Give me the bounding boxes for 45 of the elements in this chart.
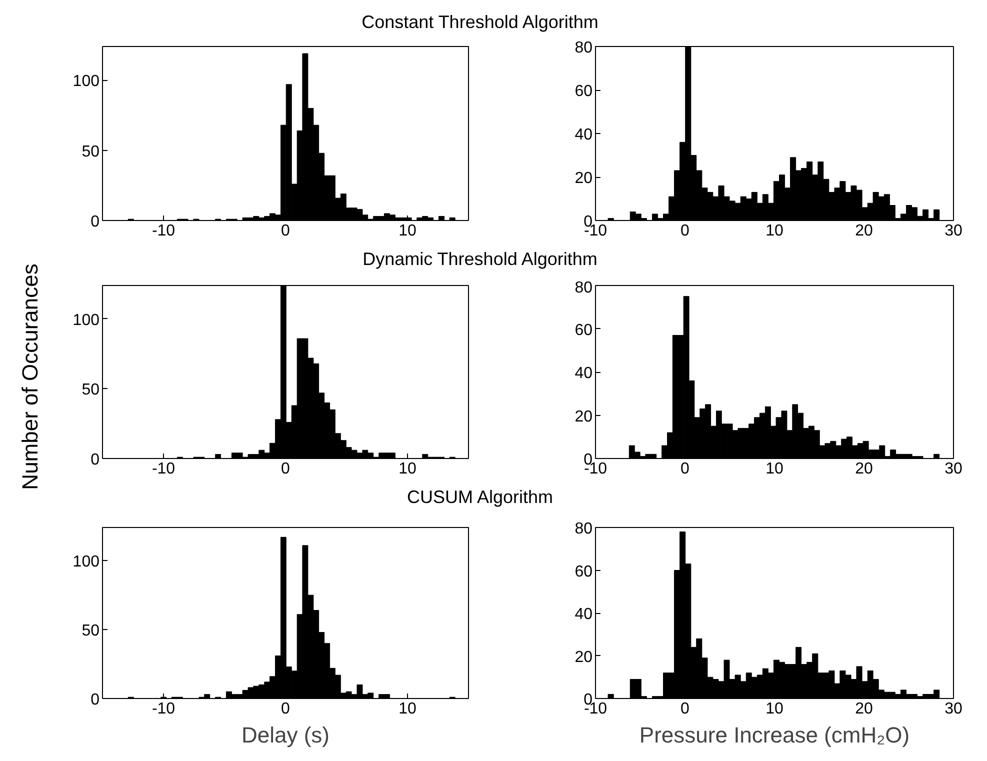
x-tick-label: 10 <box>398 460 416 478</box>
x-axis-title: Delay (s) <box>241 722 330 748</box>
y-tick-label: 20 <box>574 170 593 187</box>
x-tick-label: 0 <box>680 222 690 240</box>
x-tick-label: 0 <box>281 700 290 718</box>
y-tick-label: 60 <box>574 83 593 100</box>
y-tick-label: 40 <box>574 606 593 623</box>
y-tick-label: 100 <box>72 73 100 90</box>
x-tick-label: 30 <box>944 222 962 240</box>
x-tick-label: 30 <box>944 460 962 478</box>
x-tick-label: 20 <box>855 700 873 718</box>
x-tick-label: -10 <box>152 700 176 718</box>
y-tick-label: 60 <box>574 563 593 580</box>
y-tick-label: 50 <box>82 622 100 640</box>
x-tick-label: 10 <box>766 700 784 718</box>
chart-title: Constant Threshold Algorithm <box>362 11 598 34</box>
y-tick-label: 50 <box>82 382 100 399</box>
x-tick-label: 20 <box>855 222 873 240</box>
x-tick-label: 20 <box>855 460 873 478</box>
chart-title: CUSUM Algorithm <box>406 486 554 509</box>
y-tick-label: 80 <box>574 280 593 296</box>
x-tick-label: 10 <box>766 460 784 478</box>
x-tick-label: 10 <box>398 700 416 718</box>
y-axis-title: Number of Occurances <box>16 262 44 492</box>
y-tick-label: 40 <box>574 126 593 144</box>
x-tick-label: 10 <box>766 222 784 240</box>
x-tick-label: 0 <box>281 460 290 478</box>
y-tick-label: 40 <box>574 365 593 382</box>
x-tick-label: 10 <box>398 222 416 240</box>
y-tick-label: 50 <box>82 143 100 160</box>
x-tick-label: -10 <box>152 222 176 240</box>
chart-title: Dynamic Threshold Algorithm <box>362 249 598 269</box>
x-tick-label: -10 <box>152 460 176 478</box>
x-tick-label: 0 <box>680 700 690 718</box>
y-tick-label: 80 <box>574 40 593 56</box>
x-tick-label: 0 <box>281 222 290 240</box>
y-tick-label: 20 <box>574 648 593 666</box>
y-tick-label: 80 <box>574 520 593 538</box>
x-axis-title: Pressure Increase (cmH₂O) <box>639 722 910 748</box>
y-tick-label: 100 <box>72 554 100 571</box>
y-tick-label: 100 <box>72 312 100 329</box>
x-tick-label: 0 <box>680 460 690 478</box>
x-tick-label: 30 <box>944 700 962 718</box>
y-tick-label: 60 <box>574 322 593 339</box>
y-tick-label: 20 <box>574 408 593 426</box>
